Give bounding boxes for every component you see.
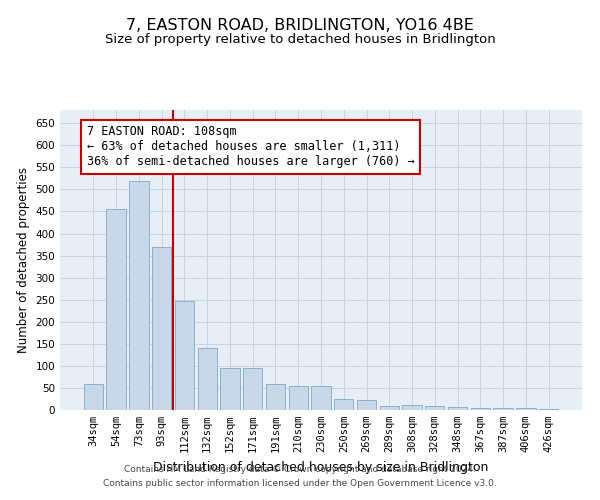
Bar bbox=[334, 399, 353, 410]
Bar bbox=[243, 368, 262, 410]
Bar bbox=[220, 368, 239, 410]
X-axis label: Distribution of detached houses by size in Bridlington: Distribution of detached houses by size … bbox=[154, 460, 488, 473]
Bar bbox=[516, 408, 536, 410]
Bar bbox=[175, 300, 194, 410]
Bar bbox=[152, 247, 172, 410]
Bar bbox=[425, 406, 445, 410]
Bar bbox=[84, 384, 103, 410]
Bar bbox=[266, 384, 285, 410]
Bar bbox=[311, 386, 331, 410]
Bar bbox=[539, 408, 558, 410]
Y-axis label: Number of detached properties: Number of detached properties bbox=[17, 167, 30, 353]
Bar bbox=[448, 408, 467, 410]
Bar bbox=[470, 408, 490, 410]
Text: Contains HM Land Registry data © Crown copyright and database right 2024.
Contai: Contains HM Land Registry data © Crown c… bbox=[103, 466, 497, 487]
Bar bbox=[106, 210, 126, 410]
Bar bbox=[357, 400, 376, 410]
Bar bbox=[197, 348, 217, 410]
Text: 7, EASTON ROAD, BRIDLINGTON, YO16 4BE: 7, EASTON ROAD, BRIDLINGTON, YO16 4BE bbox=[126, 18, 474, 32]
Text: 7 EASTON ROAD: 108sqm
← 63% of detached houses are smaller (1,311)
36% of semi-d: 7 EASTON ROAD: 108sqm ← 63% of detached … bbox=[86, 126, 415, 168]
Bar bbox=[493, 408, 513, 410]
Bar bbox=[380, 406, 399, 410]
Bar bbox=[403, 404, 422, 410]
Bar bbox=[129, 180, 149, 410]
Text: Size of property relative to detached houses in Bridlington: Size of property relative to detached ho… bbox=[104, 32, 496, 46]
Bar bbox=[289, 386, 308, 410]
